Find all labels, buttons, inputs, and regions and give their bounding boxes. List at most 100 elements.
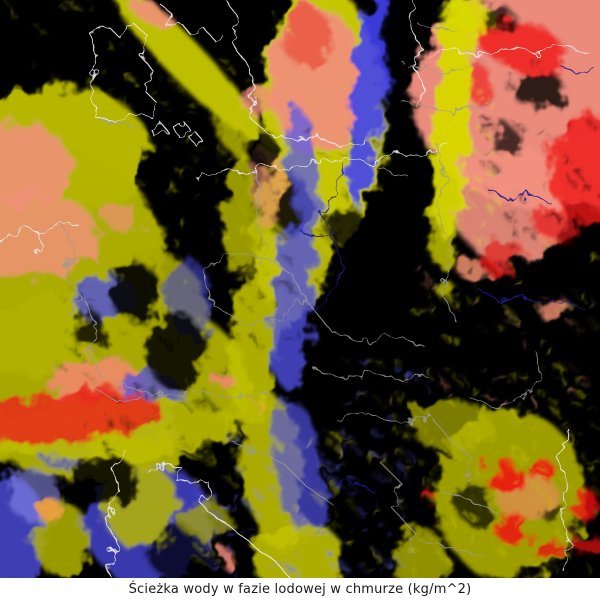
speckle	[578, 217, 583, 221]
speckle	[488, 120, 494, 127]
speckle	[468, 126, 471, 129]
speckle	[231, 388, 234, 391]
cloud-blob	[539, 236, 557, 248]
speckle	[449, 519, 454, 523]
speckle	[249, 206, 252, 209]
speckle	[201, 540, 205, 544]
speckle	[579, 392, 583, 396]
country-border	[403, 101, 499, 113]
speckle	[507, 216, 514, 222]
speckle	[530, 234, 535, 240]
speckle	[490, 170, 493, 174]
speckle	[563, 481, 567, 485]
cloud-blob	[550, 115, 600, 225]
speckle	[556, 563, 560, 567]
speckle	[221, 77, 225, 81]
speckle	[182, 345, 188, 350]
speckle	[318, 458, 322, 461]
speckle	[327, 432, 330, 435]
speckle	[68, 0, 72, 4]
speckle	[457, 543, 461, 546]
speckle	[464, 119, 468, 124]
speckle	[102, 69, 105, 73]
speckle	[270, 144, 275, 149]
speckle	[542, 244, 545, 247]
speckle	[249, 450, 253, 453]
speckle	[181, 91, 183, 93]
speckle	[351, 491, 355, 495]
speckle	[110, 89, 113, 92]
speckle	[108, 270, 114, 275]
speckle	[224, 555, 228, 559]
speckle	[187, 101, 191, 105]
speckle	[301, 123, 306, 129]
speckle	[350, 543, 355, 548]
coastline	[89, 23, 159, 123]
speckle	[567, 209, 571, 213]
speckle	[196, 492, 201, 497]
speckle	[62, 367, 66, 372]
speckle	[268, 297, 274, 303]
speckle	[247, 304, 251, 308]
cloud-blob	[215, 373, 233, 391]
speckle	[483, 131, 488, 136]
speckle	[195, 102, 198, 105]
speckle	[196, 481, 200, 485]
coastline	[105, 451, 129, 578]
coastline	[195, 141, 447, 179]
speckle	[150, 89, 152, 92]
speckle	[444, 60, 449, 65]
speckle	[291, 522, 297, 527]
speckle	[556, 256, 562, 261]
speckle	[367, 457, 371, 461]
speckle	[106, 446, 112, 452]
speckle	[586, 321, 589, 324]
speckle	[341, 189, 346, 195]
speckle	[466, 457, 470, 460]
cloud-blob	[0, 123, 70, 207]
speckle	[301, 441, 307, 446]
speckle	[187, 440, 190, 443]
speckle	[210, 230, 212, 233]
speckle	[518, 194, 521, 198]
speckle	[262, 144, 267, 149]
speckle	[429, 540, 433, 544]
speckle	[483, 398, 485, 400]
speckle	[244, 213, 247, 216]
speckle	[74, 96, 78, 100]
speckle	[532, 444, 537, 448]
speckle	[491, 530, 495, 535]
speckle	[70, 437, 73, 440]
speckle	[203, 368, 207, 372]
speckle	[305, 441, 309, 446]
speckle	[229, 219, 232, 222]
speckle	[522, 520, 527, 525]
speckle	[105, 422, 107, 424]
speckle	[381, 557, 386, 562]
speckle	[483, 238, 486, 242]
speckle	[412, 380, 417, 386]
speckle	[207, 394, 211, 398]
speckle	[565, 240, 568, 242]
speckle	[325, 238, 329, 242]
speckle	[542, 369, 545, 372]
speckle	[518, 526, 522, 529]
speckle	[292, 189, 296, 193]
river	[555, 61, 597, 75]
speckle	[534, 474, 538, 478]
speckle	[562, 156, 568, 162]
cloud-blob	[34, 502, 90, 578]
speckle-layer	[9, 0, 600, 578]
speckle	[229, 441, 232, 443]
speckle	[326, 461, 331, 466]
speckle	[495, 198, 497, 201]
speckle	[326, 253, 330, 257]
speckle	[185, 136, 190, 141]
speckle	[124, 423, 129, 428]
speckle	[462, 377, 465, 380]
country-border	[405, 61, 489, 73]
speckle	[574, 441, 577, 444]
country-border	[97, 119, 137, 127]
speckle	[401, 516, 405, 520]
speckle	[421, 366, 424, 369]
